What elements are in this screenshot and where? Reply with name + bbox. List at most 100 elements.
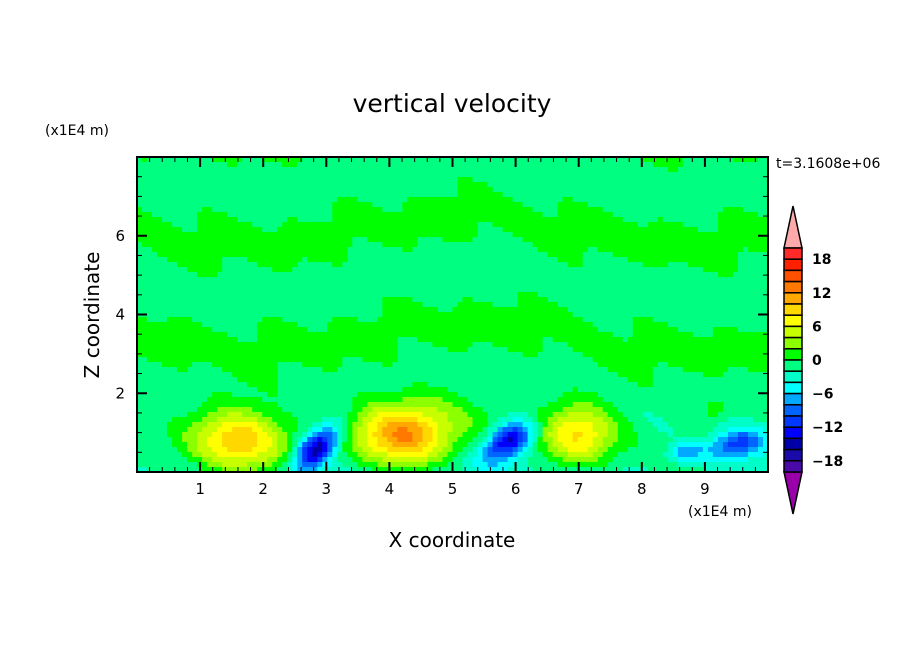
contour-cell <box>457 302 464 308</box>
contour-cell <box>452 322 459 328</box>
contour-cell <box>462 407 469 413</box>
contour-cell <box>467 337 474 343</box>
contour-cell <box>207 372 213 378</box>
contour-cell <box>282 467 288 473</box>
contour-cell <box>462 267 469 273</box>
contour-cell <box>482 382 489 388</box>
contour-cell <box>277 187 283 193</box>
contour-cell <box>262 327 268 333</box>
contour-cell <box>217 362 223 368</box>
contour-cell <box>382 232 388 238</box>
contour-cell <box>492 202 499 208</box>
contour-cell <box>412 447 419 453</box>
contour-cell <box>397 382 404 388</box>
contour-cell <box>492 452 499 458</box>
contour-cell <box>192 282 198 288</box>
contour-cell <box>342 267 348 273</box>
contour-cell <box>517 447 524 453</box>
contour-cell <box>332 352 338 358</box>
contour-cell <box>212 432 218 438</box>
contour-cell <box>422 307 429 313</box>
contour-cell <box>217 242 223 248</box>
contour-cell <box>407 402 414 408</box>
contour-cell <box>152 357 158 363</box>
contour-cell <box>482 212 489 218</box>
contour-cell <box>212 422 218 428</box>
contour-cell <box>307 242 313 248</box>
contour-cell <box>337 422 343 428</box>
contour-cell <box>172 232 178 238</box>
contour-cell <box>477 282 484 288</box>
contour-cell <box>172 252 178 258</box>
contour-cell <box>282 397 288 403</box>
contour-cell <box>232 442 238 448</box>
contour-cell <box>407 277 414 283</box>
contour-cell <box>177 192 183 198</box>
contour-cell <box>442 422 449 428</box>
contour-cell <box>222 452 228 458</box>
contour-cell <box>377 262 383 268</box>
contour-cell <box>402 357 409 363</box>
contour-cell <box>137 452 143 458</box>
contour-cell <box>392 167 399 173</box>
contour-cell <box>402 287 409 293</box>
contour-cell <box>317 427 323 433</box>
contour-cell <box>217 357 223 363</box>
contour-cell <box>472 232 479 238</box>
contour-cell <box>397 162 404 168</box>
contour-cell <box>177 407 183 413</box>
contour-cell <box>272 167 278 173</box>
contour-cell <box>277 447 283 453</box>
contour-cell <box>237 387 243 393</box>
contour-cell <box>217 267 223 273</box>
contour-cell <box>442 247 449 253</box>
contour-cell <box>317 392 323 398</box>
contour-cell <box>437 392 444 398</box>
contour-cell <box>497 427 504 433</box>
contour-cell <box>507 217 514 223</box>
contour-cell <box>362 162 368 168</box>
contour-cell <box>507 372 514 378</box>
contour-cell <box>382 242 388 248</box>
contour-cell <box>347 377 353 383</box>
contour-cell <box>232 297 238 303</box>
contour-cell <box>192 197 198 203</box>
contour-cell <box>242 232 248 238</box>
contour-cell <box>352 437 358 443</box>
contour-cell <box>462 192 469 198</box>
contour-cell <box>427 432 434 438</box>
contour-cell <box>512 282 519 288</box>
contour-cell <box>422 157 429 163</box>
contour-cell <box>292 422 298 428</box>
contour-cell <box>322 342 328 348</box>
contour-cell <box>332 212 338 218</box>
contour-cell <box>147 162 153 168</box>
contour-cell <box>382 307 388 313</box>
contour-cell <box>462 172 469 178</box>
contour-cell <box>352 327 358 333</box>
contour-cell <box>377 437 383 443</box>
contour-cell <box>472 197 479 203</box>
contour-cell <box>377 277 383 283</box>
contour-cell <box>282 232 288 238</box>
contour-cell <box>372 342 378 348</box>
contour-cell <box>297 192 303 198</box>
contour-cell <box>522 232 529 238</box>
contour-cell <box>312 312 318 318</box>
contour-cell <box>172 237 178 243</box>
contour-cell <box>167 382 173 388</box>
contour-cell <box>292 157 298 163</box>
contour-cell <box>467 157 474 163</box>
contour-cell <box>262 387 268 393</box>
contour-cell <box>322 427 328 433</box>
contour-cell <box>157 352 163 358</box>
contour-cell <box>357 162 363 168</box>
contour-cell <box>187 357 193 363</box>
contour-cell <box>162 382 168 388</box>
contour-cell <box>152 347 158 353</box>
contour-cell <box>427 467 434 473</box>
contour-cell <box>402 352 409 358</box>
contour-cell <box>227 332 233 338</box>
contour-cell <box>297 287 303 293</box>
contour-cell <box>157 192 163 198</box>
